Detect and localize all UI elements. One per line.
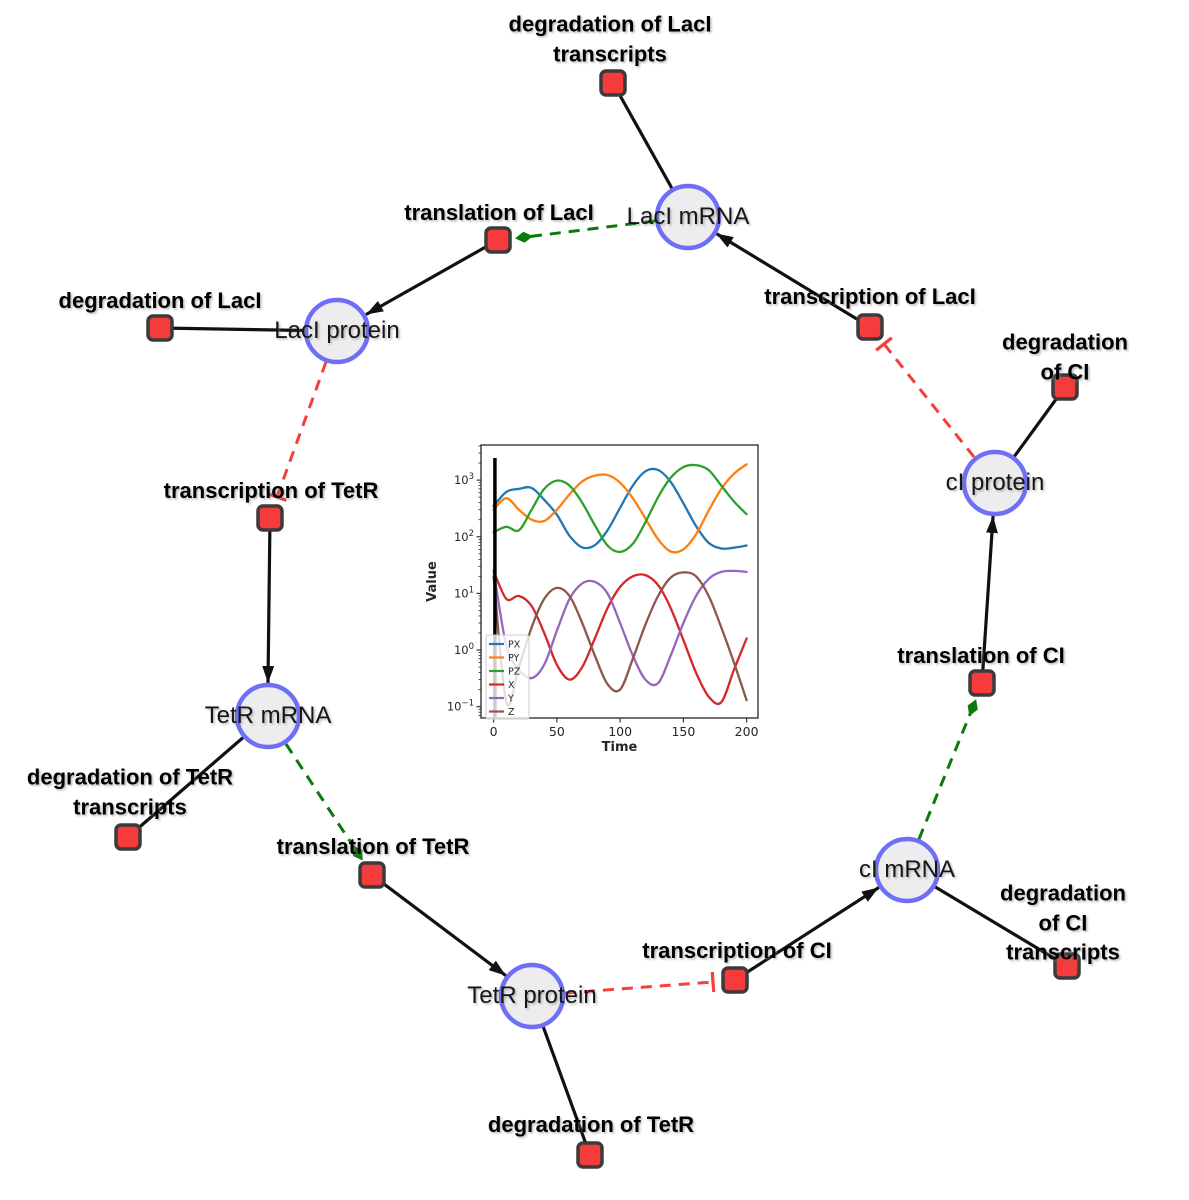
series-Y: [492, 569, 748, 687]
species-node-tetr-mrna[interactable]: [234, 682, 302, 750]
x-axis-label: Time: [602, 740, 638, 755]
legend-label-Y: Y: [507, 694, 514, 705]
y-tick-label: 101: [454, 585, 474, 600]
reaction-node-translation-ci[interactable]: [968, 669, 996, 697]
edge-translation-ci-to-ci-protein: [980, 515, 998, 685]
x-tick-label: 100: [608, 724, 632, 739]
series-PX: [492, 467, 748, 550]
reaction-node-degradation-laci-transcripts[interactable]: [599, 69, 627, 97]
legend-label-PY: PY: [508, 653, 520, 664]
legend-label-PX: PX: [508, 640, 521, 651]
reaction-node-transcription-laci[interactable]: [856, 313, 884, 341]
legend-label-X: X: [508, 680, 515, 691]
reaction-node-translation-laci[interactable]: [484, 226, 512, 254]
reaction-node-degradation-tetr[interactable]: [576, 1141, 604, 1169]
legend-label-Z: Z: [508, 707, 515, 718]
series-PY: [492, 463, 748, 554]
edge-translation-tetr-to-tetr-protein: [370, 873, 507, 977]
x-tick-label: 50: [549, 724, 565, 739]
legend-label-PZ: PZ: [508, 667, 521, 678]
y-axis-label: Value: [425, 561, 440, 602]
nodes: [114, 69, 1081, 1169]
x-tick-label: 0: [490, 724, 498, 739]
reaction-node-translation-tetr[interactable]: [358, 861, 386, 889]
species-node-ci-mrna[interactable]: [873, 836, 941, 904]
series-PZ: [492, 463, 748, 554]
species-node-ci-protein[interactable]: [961, 449, 1029, 517]
reaction-node-degradation-laci[interactable]: [146, 314, 174, 342]
reaction-node-transcription-tetr[interactable]: [256, 504, 284, 532]
y-tick-label: 102: [454, 529, 474, 544]
series-Z: [492, 571, 748, 707]
chart-legend: PX PY PZ XYZ: [485, 634, 530, 720]
reaction-node-degradation-tetr-transcripts[interactable]: [114, 823, 142, 851]
modifier-edge-laci-mrna-to-translation: [515, 219, 656, 243]
species-node-laci-protein[interactable]: [303, 297, 371, 365]
x-tick-label: 200: [735, 724, 759, 739]
plot-frame: [480, 444, 759, 719]
reaction-node-degradation-ci[interactable]: [1051, 373, 1079, 401]
edge-translation-laci-to-laci-protein: [365, 238, 500, 316]
y-tick-label: 10−1: [447, 699, 474, 714]
inhibition-edge-ci-protein-to-transcription-laci: [875, 336, 976, 458]
inhibition-edge-tetr-protein-to-transcription-ci: [564, 971, 716, 995]
species-node-laci-mrna[interactable]: [654, 183, 722, 251]
x-tick-label: 150: [671, 724, 695, 739]
modifier-edge-tetr-mrna-to-translation: [284, 743, 363, 861]
y-tick-label: 100: [454, 642, 474, 657]
edge-transcription-ci-to-ci-mrna: [733, 886, 880, 982]
series-X: [492, 569, 748, 706]
inhibition-edge-laci-protein-to-transcription-tetr: [267, 361, 328, 502]
modifier-edge-ci-mrna-to-translation: [917, 699, 978, 840]
reaction-node-degradation-ci-transcripts[interactable]: [1053, 952, 1081, 980]
y-tick-label: 103: [454, 472, 474, 487]
edge-transcription-laci-to-laci-mrna: [715, 232, 872, 329]
edge-transcription-tetr-to-tetr-mrna: [262, 516, 275, 684]
reaction-node-transcription-ci[interactable]: [721, 966, 749, 994]
species-node-tetr-protein[interactable]: [498, 962, 566, 1030]
